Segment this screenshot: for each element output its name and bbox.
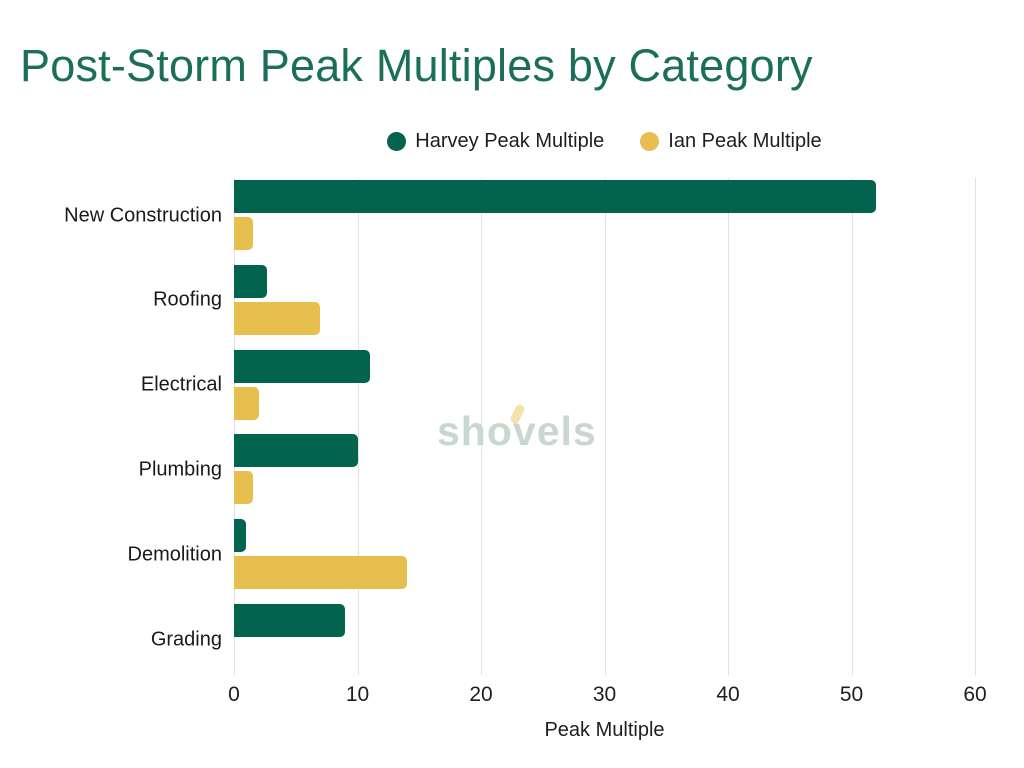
x-tick-label-10: 10	[345, 683, 370, 706]
x-tick-label-30: 30	[592, 683, 617, 706]
x-tick-label-50: 50	[839, 683, 864, 706]
bar-ian-new-construction	[234, 217, 253, 250]
category-label-grading: Grading	[150, 628, 222, 650]
ian-series-label: Ian Peak Multiple	[668, 129, 822, 152]
legend-item-ian: Ian Peak Multiple	[640, 129, 822, 153]
bar-harvey-roofing	[234, 264, 268, 298]
bar-harvey-new-construction	[234, 180, 877, 213]
watermark-text-pre: sho	[437, 408, 513, 454]
gridline-0	[234, 178, 235, 675]
category-label-plumbing: Plumbing	[138, 458, 222, 481]
gridline-60	[975, 178, 976, 675]
category-label-electrical: Electrical	[140, 373, 222, 396]
x-axis-title: Peak Multiple	[544, 719, 665, 741]
chart-title: Post-Storm Peak Multiples by Category	[20, 40, 813, 91]
bar-ian-demolition	[234, 556, 407, 590]
ian-series-dot-icon	[640, 131, 660, 151]
gridline-50	[851, 178, 853, 675]
bar-ian-plumbing	[234, 471, 253, 505]
harvey-series-dot-icon	[387, 131, 407, 151]
plot-area	[234, 178, 976, 675]
gridline-30	[604, 178, 606, 675]
bar-harvey-grading	[234, 604, 346, 637]
x-tick-label-60: 60	[963, 683, 987, 706]
gridline-40	[728, 178, 729, 675]
bar-harvey-plumbing	[234, 434, 358, 468]
y-axis-category-labels: New Construction Roofing Electrical Plumbin…	[0, 178, 222, 675]
category-label-roofing: Roofing	[153, 288, 222, 311]
x-tick-label-40: 40	[716, 683, 740, 706]
x-tick-label-20: 20	[469, 683, 493, 706]
bar-harvey-electrical	[234, 349, 370, 383]
watermark-logo: shovels	[437, 403, 597, 455]
bar-ian-roofing	[234, 301, 321, 335]
harvey-series-label: Harvey Peak Multiple	[415, 129, 605, 152]
x-tick-label-0: 0	[228, 683, 240, 706]
gridline-20	[481, 178, 482, 675]
x-axis-tick-labels: 0 10 20 30 40 50 60	[228, 683, 987, 709]
category-label-demolition: Demolition	[127, 543, 222, 566]
watermark-text-post: els	[536, 408, 597, 454]
bar-harvey-demolition	[234, 519, 247, 553]
bar-ian-electrical	[234, 386, 259, 420]
legend-item-harvey: Harvey Peak Multiple	[387, 130, 604, 153]
gridline-10	[357, 178, 359, 675]
chart-legend: Harvey Peak Multiple Ian Peak Multiple	[234, 127, 975, 155]
category-label-new-construction: New Construction	[64, 204, 222, 226]
